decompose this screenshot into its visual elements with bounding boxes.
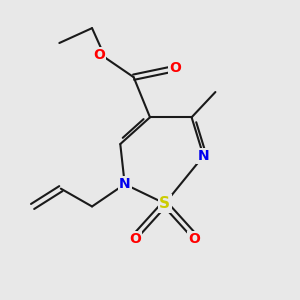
Text: S: S <box>159 196 170 211</box>
Text: O: O <box>169 61 181 75</box>
Text: N: N <box>119 177 130 191</box>
Text: O: O <box>129 232 141 246</box>
Text: O: O <box>189 232 200 246</box>
Text: O: O <box>93 48 105 62</box>
Text: N: N <box>198 149 209 163</box>
